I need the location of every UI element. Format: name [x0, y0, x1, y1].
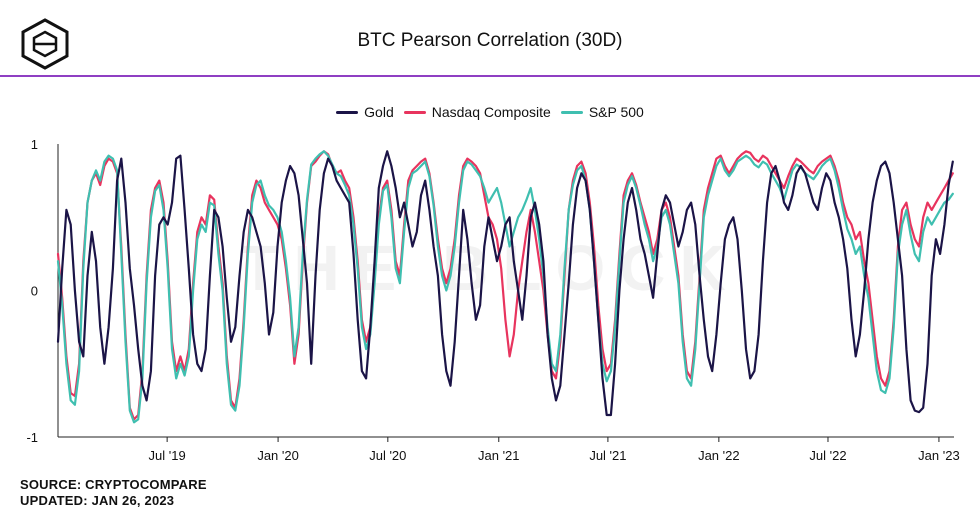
correlation-chart: THE BLOCK 10-1 Jul '19 Jan '20 Jul '20 Jan …	[26, 137, 960, 463]
x-tick-label: Jul '19	[149, 448, 186, 463]
x-tick-label: Jan '21	[478, 448, 520, 463]
legend-item-sp500: S&P 500	[560, 104, 644, 120]
title-divider	[0, 75, 980, 77]
legend-label-sp500: S&P 500	[588, 104, 644, 120]
legend-swatch-nasdaq	[403, 110, 426, 114]
y-axis: 1 0 -1	[26, 137, 59, 445]
legend: Gold Nasdaq Composite S&P 500	[0, 104, 980, 120]
x-tick-label: Jan '22	[698, 448, 740, 463]
legend-label-nasdaq: Nasdaq Composite	[431, 104, 551, 120]
updated-note: UPDATED: JAN 26, 2023	[20, 493, 175, 508]
chart-title: BTC Pearson Correlation (30D)	[357, 30, 623, 51]
y-tick-label: 1	[31, 137, 38, 152]
legend-swatch-gold	[336, 110, 359, 114]
x-tick-label: Jan '23	[918, 448, 960, 463]
y-tick-label: 0	[31, 284, 38, 299]
x-axis: Jul '19 Jan '20 Jul '20 Jan '21 Jul '21 Jan '…	[58, 436, 960, 463]
x-tick-label: Jan '20	[257, 448, 299, 463]
the-block-logo	[21, 18, 69, 70]
x-tick-label: Jul '22	[809, 448, 846, 463]
y-tick-label: -1	[26, 430, 38, 445]
x-tick-label: Jul '20	[369, 448, 406, 463]
legend-item-gold: Gold	[336, 104, 394, 120]
series-line-gold	[56, 150, 954, 417]
legend-swatch-sp500	[560, 110, 583, 114]
source-note: SOURCE: CRYPTOCOMPARE	[20, 477, 207, 492]
legend-label-gold: Gold	[364, 104, 394, 120]
series-lines	[56, 150, 954, 424]
legend-item-nasdaq: Nasdaq Composite	[403, 104, 551, 120]
x-tick-label: Jul '21	[589, 448, 626, 463]
